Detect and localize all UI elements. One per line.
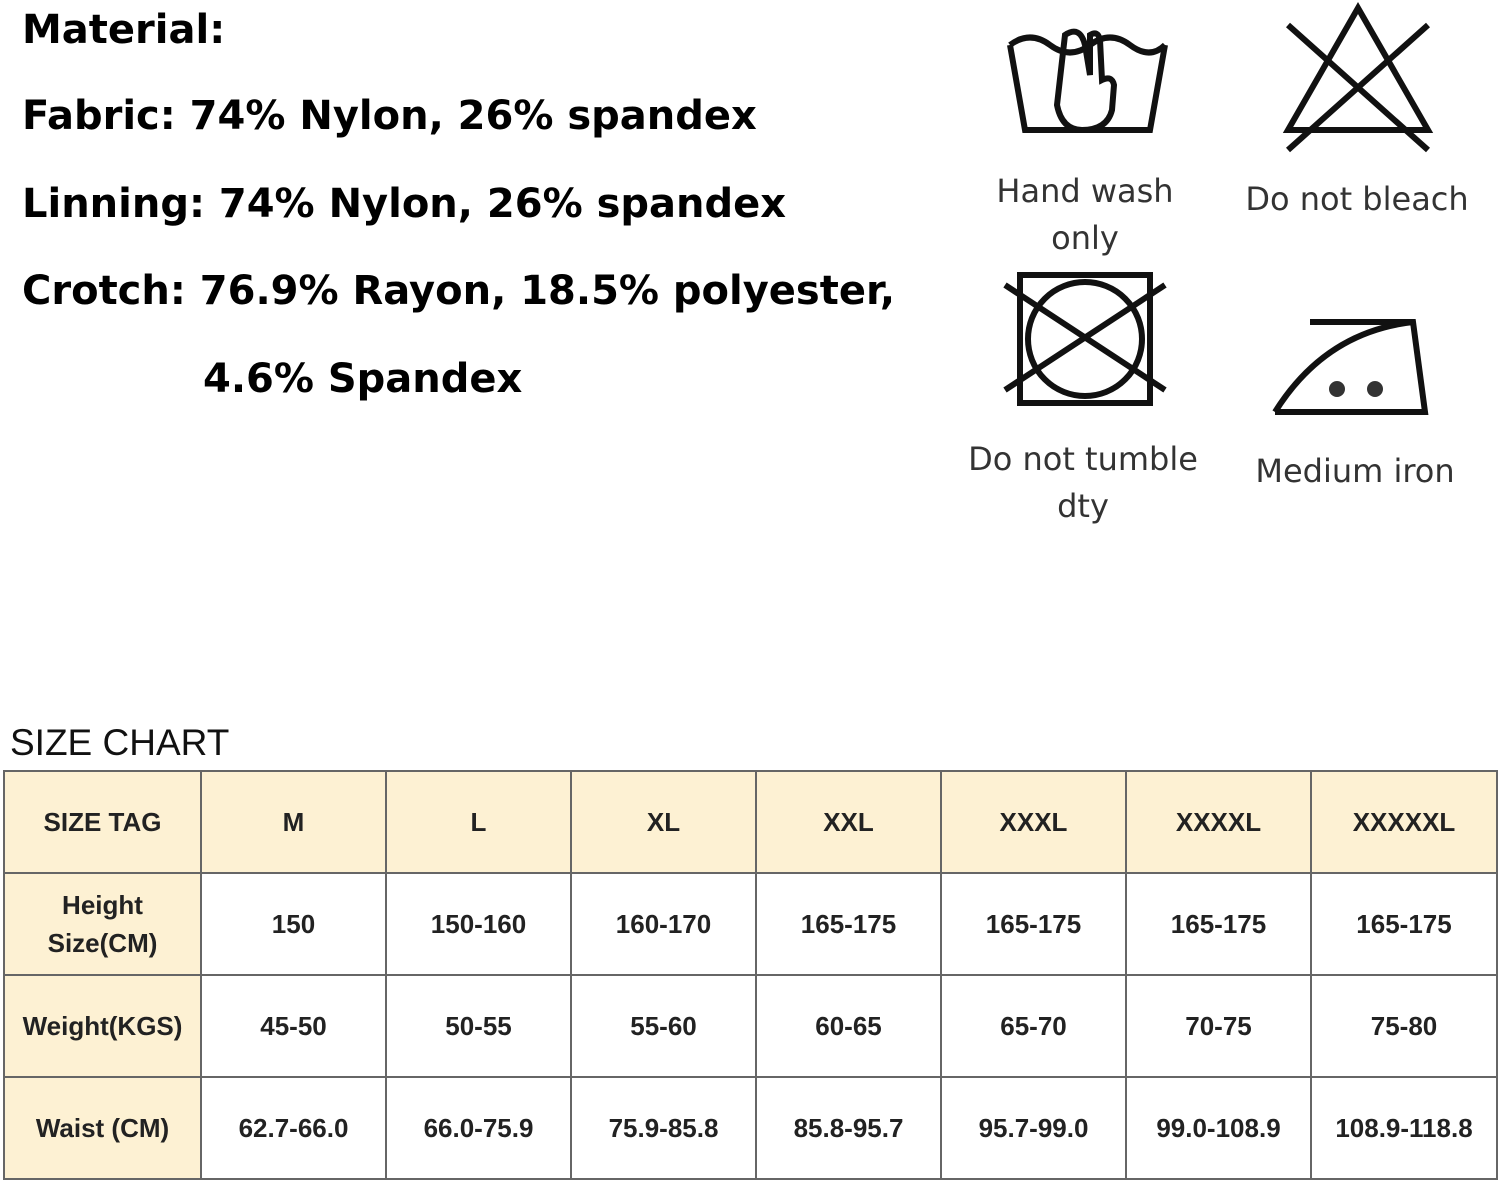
no-tumble-dry-icon <box>1003 272 1167 406</box>
material-heading: Material: <box>22 7 226 53</box>
no-bleach-icon <box>1282 1 1434 153</box>
row-label: Weight(KGS) <box>3 974 202 1078</box>
material-line: Fabric: 74% Nylon, 26% spandex <box>22 93 757 139</box>
table-cell: 165-175 <box>1125 872 1312 976</box>
table-cell: 160-170 <box>570 872 757 976</box>
table-row: Waist (CM) 62.7-66.0 66.0-75.9 75.9-85.8 85.… <box>3 1076 1498 1180</box>
row-label: Height Size(CM) <box>3 872 202 976</box>
care-label: Do not bleach <box>1245 180 1469 218</box>
size-table: SIZE TAG M L XL XXL XXXL XXXXL XXXXXL Height Siz… <box>3 770 1498 1180</box>
header-cell: XXL <box>755 770 942 874</box>
medium-iron-icon <box>1272 319 1429 415</box>
table-cell: 95.7-99.0 <box>940 1076 1127 1180</box>
table-cell: 150 <box>200 872 387 976</box>
table-cell: 62.7-66.0 <box>200 1076 387 1180</box>
header-cell: XL <box>570 770 757 874</box>
hand-wash-icon <box>1007 28 1168 134</box>
material-line: Linning: 74% Nylon, 26% spandex <box>22 181 787 227</box>
header-row: SIZE TAG M L XL XXL XXXL XXXXL XXXXXL <box>3 770 1498 874</box>
table-cell: 165-175 <box>755 872 942 976</box>
table-cell: 75.9-85.8 <box>570 1076 757 1180</box>
table-cell: 45-50 <box>200 974 387 1078</box>
material-line: Crotch: 76.9% Rayon, 18.5% polyester, <box>22 268 896 314</box>
table-cell: 65-70 <box>940 974 1127 1078</box>
size-chart-title: SIZE CHART <box>10 722 230 763</box>
material-line: 4.6% Spandex <box>203 356 523 402</box>
table-cell: 85.8-95.7 <box>755 1076 942 1180</box>
table-cell: 50-55 <box>385 974 572 1078</box>
header-cell: L <box>385 770 572 874</box>
table-cell: 165-175 <box>940 872 1127 976</box>
table-cell: 75-80 <box>1310 974 1498 1078</box>
care-label: Do not tumble dty <box>968 440 1198 525</box>
row-label: Waist (CM) <box>3 1076 202 1180</box>
header-cell: M <box>200 770 387 874</box>
header-cell: XXXXXL <box>1310 770 1498 874</box>
care-label: Medium iron <box>1255 452 1455 490</box>
header-cell: XXXL <box>940 770 1127 874</box>
header-cell: XXXXL <box>1125 770 1312 874</box>
header-cell: SIZE TAG <box>3 770 202 874</box>
table-cell: 165-175 <box>1310 872 1498 976</box>
table-cell: 108.9-118.8 <box>1310 1076 1498 1180</box>
table-cell: 70-75 <box>1125 974 1312 1078</box>
table-cell: 55-60 <box>570 974 757 1078</box>
table-row: Height Size(CM) 150 150-160 160-170 165-175 1… <box>3 872 1498 976</box>
care-label: Hand wash only <box>996 172 1174 257</box>
table-cell: 60-65 <box>755 974 942 1078</box>
table-cell: 99.0-108.9 <box>1125 1076 1312 1180</box>
table-cell: 150-160 <box>385 872 572 976</box>
table-cell: 66.0-75.9 <box>385 1076 572 1180</box>
table-row: Weight(KGS) 45-50 50-55 55-60 60-65 65-70 70-7… <box>3 974 1498 1078</box>
